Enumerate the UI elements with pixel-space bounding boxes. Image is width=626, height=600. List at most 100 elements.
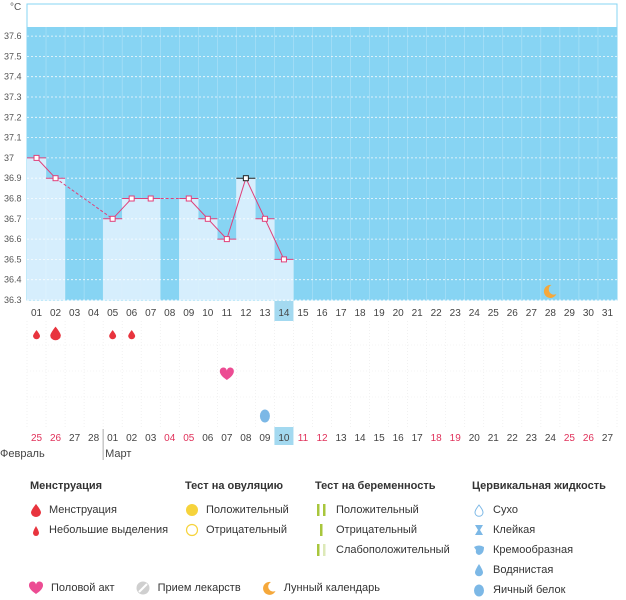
day-label-09: 09 xyxy=(183,308,195,319)
cycle-day-label: 06 xyxy=(202,433,214,444)
cycle-day-label: 01 xyxy=(107,433,119,444)
temperature-bar-07 xyxy=(141,198,161,300)
unit-label: °C xyxy=(10,2,21,13)
cycle-day-label: 17 xyxy=(412,433,424,444)
bbt-chart: °C 36.3 36.4 36.5 36.6 36.7 36.8 36.9 37 37.1 37.… xyxy=(0,2,618,460)
pill-icon xyxy=(136,581,150,595)
day-label-02: 02 xyxy=(50,308,62,319)
day-label-22: 22 xyxy=(431,308,443,319)
temperature-point-10 xyxy=(204,215,211,222)
temperature-segment xyxy=(36,157,56,179)
day-label-08: 08 xyxy=(164,308,176,319)
legend-label: Небольшие выделения xyxy=(49,524,169,536)
legend-label: Слабоположительный xyxy=(336,544,450,556)
egg-white-icon xyxy=(259,409,270,423)
day-label-27: 27 xyxy=(526,308,538,319)
day-label-14: 14 xyxy=(278,308,290,319)
cycle-day-label: 11 xyxy=(298,433,309,444)
legend-label: Положительный xyxy=(206,504,289,516)
temperature-segment xyxy=(245,177,266,220)
legend-pregnancy-title: Тест на беременность xyxy=(315,480,436,492)
legend-pregnancy-test: Тест на беременность Положительный Отриц… xyxy=(315,480,450,560)
y-tick-label: 37.3 xyxy=(4,92,22,102)
day-label-03: 03 xyxy=(69,308,81,319)
heart-icon xyxy=(28,581,44,594)
two-lines-icon xyxy=(317,504,326,516)
legend-label: Отрицательный xyxy=(206,524,287,536)
legend-ovulation-title: Тест на овуляцию xyxy=(185,480,284,492)
day-label-24: 24 xyxy=(469,308,481,319)
day-label-19: 19 xyxy=(374,308,386,319)
temperature-point-14 xyxy=(280,256,287,263)
temperature-bar-06 xyxy=(122,198,142,300)
day-label-18: 18 xyxy=(355,308,367,319)
y-tick-label: 36.7 xyxy=(4,214,22,224)
day-label-01: 01 xyxy=(31,308,43,319)
cycle-day-label: 23 xyxy=(526,433,538,444)
legend-bottom-row: Половой акт Прием лекарств Лунный календ… xyxy=(28,578,400,598)
cycle-day-label: 27 xyxy=(602,433,614,444)
small-blood-drop-icon xyxy=(33,526,39,536)
day-label-17: 17 xyxy=(335,308,347,319)
light-spotting-drop-icon xyxy=(33,330,41,340)
day-label-04: 04 xyxy=(88,308,100,319)
cycle-day-label: 05 xyxy=(183,433,195,444)
cycle-day-label: 18 xyxy=(431,433,443,444)
legend-item-watery: Водянистая xyxy=(472,560,606,580)
legend-item-pregnancy-faint: Слабоположительный xyxy=(315,540,450,560)
temperature-segment xyxy=(207,218,228,240)
current-day-highlight xyxy=(274,301,294,321)
light-spotting-drop-icon xyxy=(109,330,117,340)
cycle-day-label: 26 xyxy=(583,433,595,444)
cycle-day-label: 12 xyxy=(316,433,328,444)
legend-label: Менструация xyxy=(49,504,117,516)
legend-label: Яичный белок xyxy=(493,584,566,596)
month-label: Март xyxy=(105,448,131,460)
day-label-31: 31 xyxy=(602,308,614,319)
temperature-segment xyxy=(264,218,285,260)
y-tick-label: 37.4 xyxy=(4,72,22,82)
day-label-26: 26 xyxy=(507,308,519,319)
legend-item-dry: Сухо xyxy=(472,500,606,520)
day-label-23: 23 xyxy=(450,308,462,319)
cycle-day-label: 16 xyxy=(393,433,405,444)
y-tick-label: 37 xyxy=(4,153,14,163)
temperature-bar-09 xyxy=(179,198,199,300)
cycle-day-label: 13 xyxy=(335,433,347,444)
legend-label: Сухо xyxy=(493,504,518,516)
watery-drop-icon xyxy=(475,564,483,577)
legend-item-egg-white: Яичный белок xyxy=(472,580,606,600)
cycle-day-label: 02 xyxy=(126,433,138,444)
legend-item-medication: Прием лекарств xyxy=(135,578,241,598)
day-label-25: 25 xyxy=(488,308,500,319)
y-tick-label: 36.9 xyxy=(4,173,22,183)
cycle-day-label: 03 xyxy=(145,433,157,444)
legend-item-ovulation-negative: Отрицательный xyxy=(185,520,289,540)
day-label-20: 20 xyxy=(393,308,405,319)
filled-circle-icon xyxy=(186,504,198,516)
legend-item-pregnancy-negative: Отрицательный xyxy=(315,520,450,540)
cycle-day-label: 19 xyxy=(450,433,462,444)
temperature-point-02 xyxy=(52,175,59,182)
cycle-day-label: 28 xyxy=(88,433,100,444)
legend-label: Отрицательный xyxy=(336,524,417,536)
moon-icon xyxy=(543,284,557,298)
legend-cervical: Цервикальная жидкость Сухо Клейкая Кремо… xyxy=(472,480,606,600)
cycle-day-label: 10 xyxy=(278,433,290,444)
cycle-day-label: 04 xyxy=(164,433,176,444)
temperature-segment xyxy=(55,177,113,220)
legend-label: Клейкая xyxy=(493,524,536,536)
y-tick-label: 37.5 xyxy=(4,51,22,61)
temperature-point-05 xyxy=(109,215,116,222)
temperature-point-06 xyxy=(128,195,135,202)
legend-item-pregnancy-positive: Положительный xyxy=(315,500,450,520)
day-label-15: 15 xyxy=(297,308,309,319)
y-tick-label: 37.2 xyxy=(4,112,22,122)
day-label-16: 16 xyxy=(316,308,328,319)
current-cycle-day-highlight xyxy=(274,427,294,445)
legend-item-moon: Лунный календарь xyxy=(261,578,380,598)
cycle-day-label: 15 xyxy=(374,433,386,444)
legend-label: Половой акт xyxy=(51,582,115,594)
day-label-29: 29 xyxy=(564,308,576,319)
legend-label: Прием лекарств xyxy=(157,582,241,594)
